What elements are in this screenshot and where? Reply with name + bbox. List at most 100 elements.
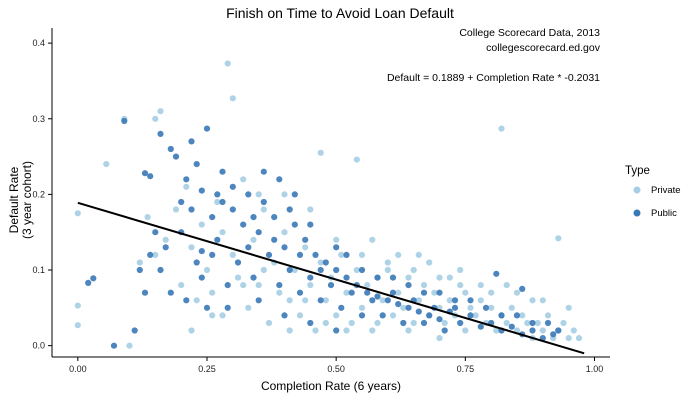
point-private (384, 259, 391, 266)
point-public (214, 191, 221, 198)
point-public (85, 279, 92, 286)
point-private (229, 95, 236, 102)
point-private (560, 319, 567, 327)
point-public (338, 304, 345, 311)
point-private (183, 183, 190, 190)
point-private (338, 251, 345, 258)
point-private (307, 282, 314, 289)
y-axis-ticks: 0.0 0.1 0.2 0.3 0.4 (32, 38, 52, 351)
point-public (260, 198, 267, 206)
point-private (152, 251, 159, 258)
point-public (198, 248, 205, 255)
point-private (426, 259, 433, 266)
point-private (178, 282, 185, 289)
point-public (302, 236, 309, 243)
point-public (317, 297, 324, 304)
point-public (229, 183, 236, 190)
y-axis-title: Default Rate (3 year cohort) (7, 161, 34, 239)
point-public (214, 236, 221, 243)
point-private (172, 206, 180, 213)
point-public (322, 259, 329, 266)
point-private (374, 319, 381, 327)
point-private (255, 282, 262, 289)
point-private (240, 282, 247, 289)
point-public (358, 312, 366, 319)
point-private (219, 312, 226, 319)
point-public (544, 319, 552, 327)
point-public (513, 312, 521, 319)
point-public (436, 289, 443, 296)
point-public (436, 316, 443, 323)
point-private (457, 282, 464, 289)
point-private (193, 297, 200, 304)
point-public (307, 274, 314, 281)
point-public (389, 274, 397, 281)
point-public (178, 198, 185, 206)
point-private (214, 198, 221, 206)
point-public (198, 274, 205, 281)
point-private (152, 115, 159, 122)
point-private (224, 60, 231, 67)
point-private (333, 236, 340, 243)
point-private (333, 312, 340, 319)
legend-label-public: Public (651, 208, 677, 219)
point-private (503, 319, 510, 327)
point-public (369, 297, 376, 304)
point-private (209, 289, 216, 296)
point-private (286, 297, 293, 304)
point-public (188, 206, 195, 213)
point-private (446, 297, 453, 304)
point-public (451, 304, 459, 311)
point-private (144, 214, 151, 221)
point-private (436, 335, 443, 342)
annotation-equation: Default = 0.1889 + Completion Rate * -0.… (387, 72, 600, 84)
point-public (395, 301, 402, 308)
point-private (276, 289, 283, 296)
point-private (265, 319, 273, 327)
point-private (400, 304, 407, 311)
point-private (302, 297, 309, 304)
y-tick-label: 0.4 (32, 38, 45, 48)
point-public (529, 319, 536, 327)
point-public (374, 293, 381, 300)
point-public (555, 327, 562, 334)
y-tick-label: 0.1 (32, 265, 45, 275)
point-public (245, 244, 252, 251)
point-public (333, 266, 340, 274)
point-private (462, 289, 469, 296)
series-private (74, 60, 583, 349)
point-private (281, 191, 288, 198)
point-public (327, 282, 335, 289)
point-private (555, 235, 562, 242)
point-private (488, 289, 495, 296)
point-public (245, 191, 252, 198)
point-private (508, 304, 515, 311)
point-public (374, 274, 381, 281)
point-public (508, 323, 515, 330)
point-private (343, 289, 350, 296)
x-tick-label: 0.00 (69, 364, 87, 374)
point-public (147, 251, 154, 258)
point-private (410, 266, 417, 274)
point-public (183, 176, 190, 183)
point-private (281, 229, 288, 236)
point-public (271, 236, 278, 243)
point-public (281, 244, 288, 251)
point-private (415, 297, 422, 304)
point-public (364, 289, 371, 296)
point-public (147, 173, 154, 180)
point-private (488, 304, 495, 311)
point-private (209, 312, 216, 319)
point-public (167, 289, 174, 296)
legend-title: Type (625, 165, 650, 177)
point-private (384, 266, 391, 274)
point-private (317, 149, 324, 156)
point-public (152, 229, 159, 236)
point-public (90, 275, 97, 282)
point-public (183, 297, 190, 304)
point-public (188, 138, 195, 145)
point-public (317, 266, 324, 274)
point-private (74, 210, 81, 217)
point-public (209, 214, 216, 221)
point-private (353, 266, 360, 274)
